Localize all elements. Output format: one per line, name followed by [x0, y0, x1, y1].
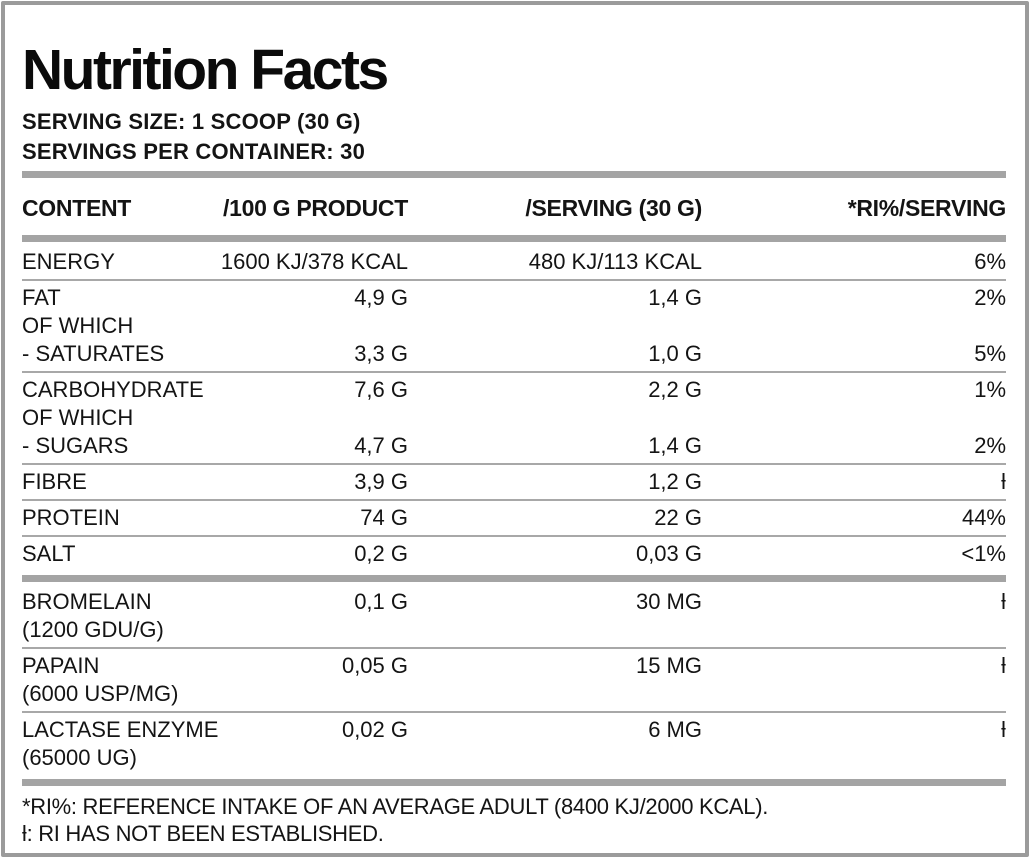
value-per-100g: 3,9 G	[354, 469, 408, 495]
value-ri-per-serving: ƚ	[1001, 469, 1006, 495]
servings-per-container-text: SERVINGS PER CONTAINER: 30	[22, 139, 366, 165]
table-row: BROMELAIN 0,1 G 30 MG ƚ (1200 GDU/G)	[22, 585, 1006, 647]
value-per-serving: 1,4 G	[648, 433, 702, 459]
footnotes: *RI%: REFERENCE INTAKE OF AN AVERAGE ADU…	[22, 793, 1006, 847]
thick-divider	[22, 235, 1006, 243]
value-ri-per-serving: 2%	[974, 433, 1006, 459]
table-row: ENERGY 1600 KJ/378 KCAL 480 KJ/113 KCAL 6%	[22, 245, 1006, 279]
value-per-serving: 22 G	[654, 505, 702, 531]
row-label: LACTASE ENZYME	[22, 717, 219, 743]
value-ri-per-serving: ƚ	[1001, 717, 1006, 743]
table-rows: ENERGY 1600 KJ/378 KCAL 480 KJ/113 KCAL 6% F…	[22, 245, 1006, 787]
row-label: OF WHICH	[22, 313, 134, 339]
row-label: FAT	[22, 285, 61, 311]
serving-size-text: SERVING SIZE: 1 SCOOP (30 G)	[22, 109, 361, 135]
thin-divider	[22, 279, 1006, 282]
table-row: SALT 0,2 G 0,03 G <1%	[22, 537, 1006, 571]
value-per-100g: 3,3 G	[354, 341, 408, 367]
header-ri-per-serving: *RI%/SERVING	[847, 195, 1007, 222]
row-label: - SUGARS	[22, 433, 129, 459]
row-label: FIBRE	[22, 469, 87, 495]
table-header-row: CONTENT /100 G PRODUCT /SERVING (30 G) *…	[22, 181, 1006, 231]
row-label: - SATURATES	[22, 341, 165, 367]
value-per-serving: 1,0 G	[648, 341, 702, 367]
row-label: BROMELAIN	[22, 589, 152, 615]
header-content: CONTENT	[22, 195, 132, 222]
thin-divider	[22, 499, 1006, 502]
table-row: FIBRE 3,9 G 1,2 G ƚ	[22, 465, 1006, 499]
value-ri-per-serving: 2%	[974, 285, 1006, 311]
value-per-serving: 6 MG	[648, 717, 702, 743]
table-row: PROTEIN 74 G 22 G 44%	[22, 501, 1006, 535]
value-per-100g: 0,1 G	[354, 589, 408, 615]
value-per-100g: 0,02 G	[341, 717, 408, 743]
row-label: ENERGY	[22, 249, 115, 275]
table-row: LACTASE ENZYME 0,02 G 6 MG ƚ (65000 UG)	[22, 713, 1006, 775]
value-per-serving: 30 MG	[635, 589, 702, 615]
value-per-serving: 1,4 G	[648, 285, 702, 311]
value-per-100g: 4,7 G	[354, 433, 408, 459]
table-row: CARBOHYDRATE 7,6 G 2,2 G 1% OF WHICH - SUGARS…	[22, 373, 1006, 463]
thin-divider	[22, 463, 1006, 466]
value-ri-per-serving: 1%	[974, 377, 1006, 403]
thick-divider	[22, 779, 1006, 787]
row-label: CARBOHYDRATE	[22, 377, 204, 403]
value-ri-per-serving: ƚ	[1001, 653, 1006, 679]
header-per-100g: /100 G PRODUCT	[223, 195, 408, 222]
thick-divider	[22, 171, 1006, 179]
row-label: (65000 UG)	[22, 745, 137, 771]
page-title: Nutrition Facts	[22, 38, 389, 102]
table-row: FAT 4,9 G 1,4 G 2% OF WHICH - SATURATES 3,3 G 1…	[22, 281, 1006, 371]
footnote-not-established: ƚ: RI HAS NOT BEEN ESTABLISHED.	[22, 821, 384, 847]
row-label: (1200 GDU/G)	[22, 617, 164, 643]
value-per-100g: 7,6 G	[354, 377, 408, 403]
header-per-serving: /SERVING (30 G)	[525, 195, 702, 222]
footnote-ri: *RI%: REFERENCE INTAKE OF AN AVERAGE ADU…	[22, 794, 769, 820]
thin-divider	[22, 371, 1006, 374]
value-per-100g: 0,05 G	[341, 653, 408, 679]
value-per-100g: 4,9 G	[354, 285, 408, 311]
value-per-serving: 2,2 G	[648, 377, 702, 403]
value-ri-per-serving: <1%	[961, 541, 1006, 567]
table-row: PAPAIN 0,05 G 15 MG ƚ (6000 USP/MG)	[22, 649, 1006, 711]
row-label: OF WHICH	[22, 405, 134, 431]
thick-divider	[22, 575, 1006, 583]
row-label: SALT	[22, 541, 76, 567]
value-per-100g: 1600 KJ/378 KCAL	[220, 249, 408, 275]
value-per-serving: 15 MG	[635, 653, 702, 679]
thin-divider	[22, 647, 1006, 650]
value-ri-per-serving: 5%	[974, 341, 1006, 367]
row-label: (6000 USP/MG)	[22, 681, 179, 707]
value-per-serving: 1,2 G	[648, 469, 702, 495]
thin-divider	[22, 535, 1006, 538]
value-ri-per-serving: ƚ	[1001, 589, 1006, 615]
value-per-100g: 0,2 G	[354, 541, 408, 567]
row-label: PAPAIN	[22, 653, 100, 679]
value-ri-per-serving: 44%	[961, 505, 1006, 531]
value-ri-per-serving: 6%	[974, 249, 1006, 275]
value-per-serving: 0,03 G	[635, 541, 702, 567]
row-label: PROTEIN	[22, 505, 120, 531]
thin-divider	[22, 711, 1006, 714]
value-per-serving: 480 KJ/113 KCAL	[528, 249, 702, 275]
value-per-100g: 74 G	[360, 505, 408, 531]
